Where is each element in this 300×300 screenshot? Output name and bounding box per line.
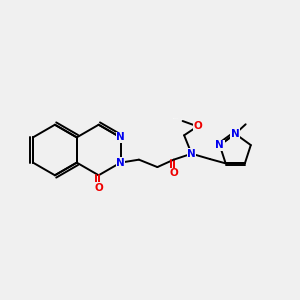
Text: methoxy: methoxy [173, 117, 179, 119]
Text: O: O [193, 122, 202, 131]
Text: N: N [116, 132, 125, 142]
Text: N: N [231, 129, 240, 139]
Text: N: N [215, 140, 224, 150]
Text: O: O [169, 168, 178, 178]
Text: N: N [187, 149, 196, 159]
Text: N: N [116, 158, 125, 168]
Text: methoxy: methoxy [181, 118, 188, 119]
Text: O: O [94, 183, 103, 193]
